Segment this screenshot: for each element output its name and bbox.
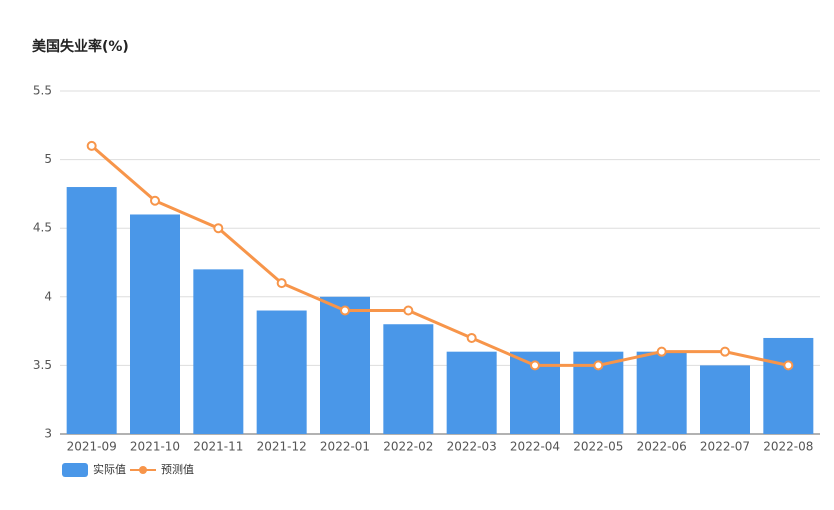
line (90, 144, 789, 367)
bar (383, 324, 434, 434)
line-point (276, 278, 287, 289)
x-tick-label: 2022-03 (447, 440, 497, 454)
x-tick-label: 2021-09 (67, 440, 117, 454)
legend-swatch (139, 466, 147, 474)
line-point (340, 305, 350, 316)
legend-label: 预测值 (161, 463, 194, 476)
x-tick-label: 2022-04 (510, 440, 560, 454)
legend-label: 实际值 (93, 462, 126, 476)
x-tick-label: 2022-01 (320, 440, 370, 454)
x-tick-label: 2022-06 (637, 440, 687, 454)
line-point (86, 140, 97, 151)
x-tick-label: 2022-07 (700, 440, 750, 454)
y-tick-label: 3.5 (33, 358, 52, 372)
line-point (783, 360, 794, 371)
x-tick-label: 2022-08 (763, 440, 813, 454)
line-point (530, 360, 540, 371)
bar (130, 214, 180, 434)
line-point (656, 346, 667, 357)
y-tick-label: 5.5 (33, 84, 52, 98)
legend-swatch (62, 463, 88, 477)
x-tick-label: 2022-02 (383, 440, 433, 454)
bar (763, 337, 814, 434)
x-tick-label: 2022-05 (573, 440, 623, 454)
y-tick-label: 3 (44, 427, 52, 441)
bar (256, 310, 307, 434)
y-tick-label: 4.5 (33, 221, 52, 235)
bar (446, 351, 497, 434)
y-tick-label: 4 (44, 289, 52, 303)
chart-title: 美国失业率(%) (32, 38, 129, 55)
line-point (720, 346, 730, 357)
bar (700, 365, 750, 434)
x-tick-label: 2021-12 (257, 440, 307, 454)
bar (193, 269, 244, 434)
bar (66, 187, 117, 434)
line-point (593, 360, 604, 371)
line-point (213, 223, 224, 234)
x-tick-label: 2021-11 (193, 440, 243, 454)
line-point (150, 195, 160, 206)
line-point (466, 332, 477, 343)
line-point (403, 305, 414, 316)
bar (636, 351, 687, 434)
y-tick-label: 5 (44, 152, 52, 166)
bar (320, 296, 370, 434)
x-tick-label: 2021-10 (130, 440, 180, 454)
